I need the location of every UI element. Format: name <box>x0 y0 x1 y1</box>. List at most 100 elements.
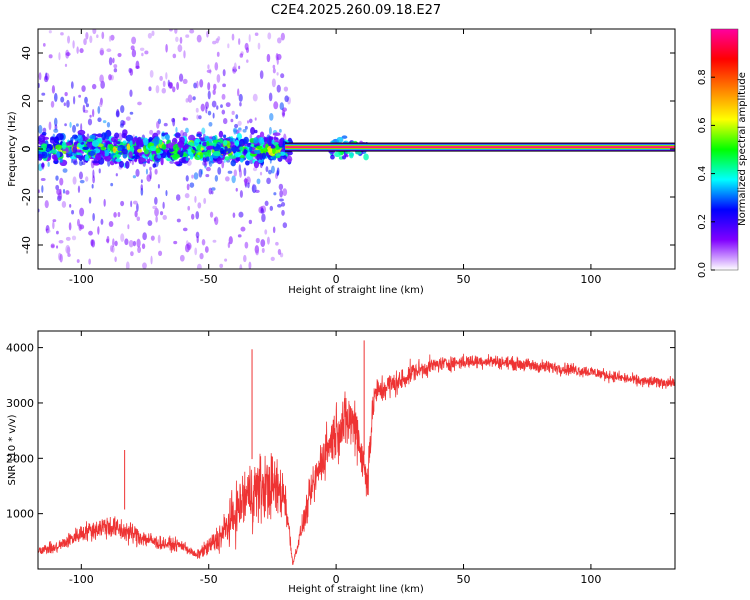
spectrogram-cell <box>195 107 199 113</box>
spectrogram-cell <box>134 210 138 218</box>
spectrogram-cell <box>112 146 117 153</box>
spectrogram-cell <box>239 157 244 163</box>
spectrogram-cell <box>223 140 228 146</box>
spectrogram-cell <box>48 54 53 59</box>
spectrogram-cell <box>249 134 253 140</box>
spectrogram-cell <box>149 145 157 151</box>
spectrogram-cell <box>144 50 149 55</box>
spectrogram-cell <box>100 146 106 151</box>
spectrogram-cell <box>174 29 178 34</box>
spectrogram-cell <box>147 32 152 39</box>
spectrogram-cell <box>254 117 257 121</box>
spectrogram-cell <box>172 53 177 59</box>
spectrogram-cell <box>256 145 263 150</box>
spectrogram-cell <box>113 139 118 147</box>
spectrogram-cell <box>38 153 43 161</box>
spectrogram-cell <box>223 118 228 125</box>
spectrogram-cell <box>64 63 68 67</box>
spectrogram-cell <box>59 158 63 163</box>
spectrogram-cell <box>72 40 75 49</box>
spectrogram-cell <box>216 73 221 83</box>
spectrogram-cell <box>97 226 100 235</box>
spectrogram-cell <box>46 148 51 152</box>
y-tick-label: 4000 <box>6 342 34 355</box>
spectrogram-cell <box>239 154 245 159</box>
spectrogram-cell <box>218 130 224 138</box>
spectrogram-cell <box>189 182 195 188</box>
spectrogram-cell <box>196 34 202 43</box>
spectrogram-cell <box>114 240 118 247</box>
spectrogram-cell <box>56 188 61 194</box>
spectrogram-cell <box>172 118 176 127</box>
spectrogram-cell <box>243 254 247 263</box>
spectrogram-cell <box>61 141 67 150</box>
spectrogram-cell <box>219 263 224 269</box>
spectrogram-cell <box>233 62 237 72</box>
spectrogram-cell <box>66 99 70 108</box>
spectrogram-cell <box>267 32 272 40</box>
spectrogram-cell <box>64 123 67 127</box>
x-tick-label: 50 <box>457 573 471 586</box>
spectrogram-cell <box>42 42 46 47</box>
spectrogram-cell <box>176 218 181 223</box>
spectrogram-cell <box>280 202 286 207</box>
spectrogram-cell <box>237 234 242 238</box>
spectrogram-cell <box>97 106 101 114</box>
spectrogram-cell <box>137 246 142 254</box>
spectrogram-cell <box>239 264 243 269</box>
spectrogram-cell <box>205 145 213 150</box>
spectrogram-cell <box>101 132 107 141</box>
spectrogram-cell <box>64 92 68 97</box>
spectrogram-cell <box>239 146 244 151</box>
spectrogram-cell <box>244 177 247 187</box>
spectrogram-cell <box>58 52 61 61</box>
spectrogram-cell <box>55 144 63 150</box>
spectrogram-cell <box>179 36 183 44</box>
spectrogram-cell <box>199 152 204 159</box>
spectrogram-cell <box>41 185 44 193</box>
spectrogram-cell <box>204 161 207 168</box>
spectrogram-cell <box>194 247 198 256</box>
spectrogram-cell <box>247 182 250 189</box>
spectrogram-cell <box>271 139 275 144</box>
spectrogram-cell <box>280 73 285 79</box>
spectrogram-cell <box>159 75 163 81</box>
spectrogram-cell <box>124 238 129 246</box>
y-tick-label: 0 <box>20 146 33 153</box>
spectrogram-cell <box>82 146 89 150</box>
x-tick-label: -50 <box>200 573 218 586</box>
spectrogram-cell <box>245 160 250 166</box>
colorbar-scale <box>711 29 738 270</box>
spectrogram-cell <box>108 220 114 227</box>
spectrogram-cell <box>282 222 288 229</box>
spectrogram-cell <box>128 151 133 159</box>
spectrogram-cell <box>260 207 265 214</box>
spectrogram-cell <box>71 152 78 156</box>
spectrogram-cell <box>205 166 211 172</box>
spectrogram-cell <box>118 160 125 168</box>
spectrogram-cell <box>84 96 88 104</box>
spectrogram-cell <box>276 84 281 93</box>
spectrogram-cell <box>66 246 71 255</box>
spectrogram-cell <box>71 134 78 139</box>
colorbar-label: Normalized spectral amplitude <box>737 72 748 226</box>
spectrogram-cell <box>155 147 161 154</box>
spectrogram-cell <box>154 168 158 175</box>
spectrogram-cell <box>82 104 86 113</box>
spectrogram-cell <box>179 254 185 262</box>
spectrogram-cell <box>232 212 236 218</box>
spectrogram-cell <box>91 160 100 164</box>
spectrogram-cell <box>205 174 210 178</box>
spectrogram-cell <box>100 150 105 156</box>
spectrogram-cell <box>41 131 47 136</box>
spectrogram-cell <box>187 205 191 211</box>
spectrogram-noise-layer <box>38 29 369 269</box>
colorbar-tick-label: 0.2 <box>697 214 708 230</box>
spectrogram-cell <box>42 127 47 134</box>
spectrogram-cell <box>264 200 269 207</box>
spectrogram-cell <box>234 152 241 158</box>
spectrogram-cell <box>183 117 189 121</box>
spectrogram-cell <box>349 152 354 159</box>
spectrogram-cell <box>115 110 120 118</box>
spectrogram-cell <box>59 253 63 263</box>
